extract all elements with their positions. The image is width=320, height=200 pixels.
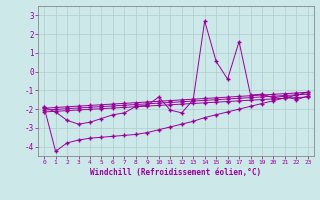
- X-axis label: Windchill (Refroidissement éolien,°C): Windchill (Refroidissement éolien,°C): [91, 168, 261, 177]
